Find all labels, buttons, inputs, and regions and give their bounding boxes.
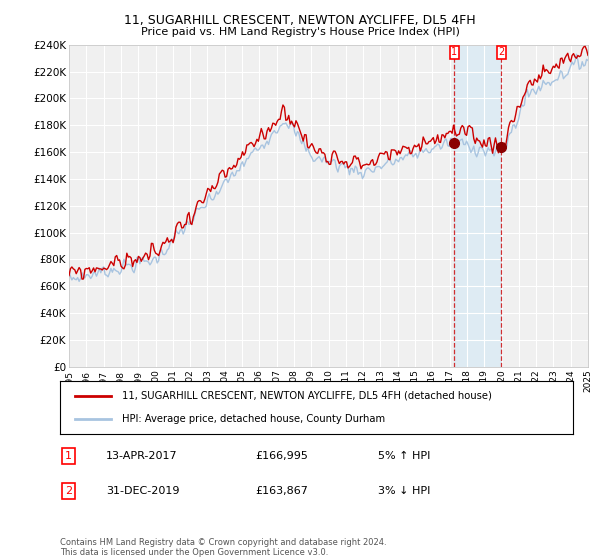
Text: £163,867: £163,867	[255, 486, 308, 496]
Text: 11, SUGARHILL CRESCENT, NEWTON AYCLIFFE, DL5 4FH: 11, SUGARHILL CRESCENT, NEWTON AYCLIFFE,…	[124, 14, 476, 27]
Text: 5% ↑ HPI: 5% ↑ HPI	[378, 451, 430, 461]
Text: 3% ↓ HPI: 3% ↓ HPI	[378, 486, 430, 496]
Text: £166,995: £166,995	[255, 451, 308, 461]
Text: HPI: Average price, detached house, County Durham: HPI: Average price, detached house, Coun…	[122, 414, 385, 424]
Text: Price paid vs. HM Land Registry's House Price Index (HPI): Price paid vs. HM Land Registry's House …	[140, 27, 460, 37]
Text: 2: 2	[498, 48, 505, 58]
Text: 31-DEC-2019: 31-DEC-2019	[106, 486, 179, 496]
Text: 2: 2	[65, 486, 72, 496]
Text: Contains HM Land Registry data © Crown copyright and database right 2024.
This d: Contains HM Land Registry data © Crown c…	[60, 538, 386, 557]
Text: 1: 1	[451, 48, 458, 58]
Text: 11, SUGARHILL CRESCENT, NEWTON AYCLIFFE, DL5 4FH (detached house): 11, SUGARHILL CRESCENT, NEWTON AYCLIFFE,…	[122, 391, 491, 401]
Text: 13-APR-2017: 13-APR-2017	[106, 451, 178, 461]
Bar	[454, 45, 502, 367]
Text: 1: 1	[65, 451, 72, 461]
